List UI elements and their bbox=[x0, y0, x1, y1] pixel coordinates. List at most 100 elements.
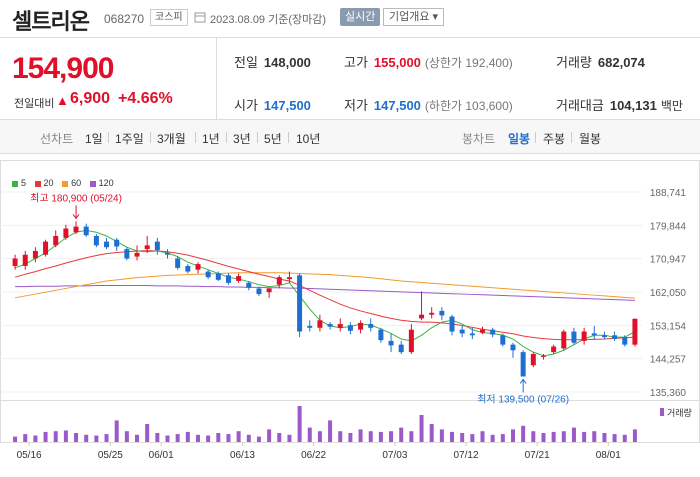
candle-body bbox=[419, 314, 425, 319]
volume-bar bbox=[419, 415, 424, 442]
min-arrow-head bbox=[519, 378, 527, 384]
realtime-button[interactable]: 실시간 bbox=[340, 8, 381, 26]
x-tick-label: 07/12 bbox=[454, 450, 479, 461]
candle-body bbox=[297, 275, 303, 332]
volume-bar bbox=[94, 435, 99, 442]
candle-body bbox=[449, 316, 455, 332]
candle-body bbox=[520, 352, 526, 377]
legend-ma5: 5 bbox=[12, 178, 26, 188]
stock-name: 셀트리온 bbox=[12, 9, 90, 34]
tab-monthly[interactable]: 월봉 bbox=[579, 132, 602, 146]
volume-bar bbox=[571, 427, 576, 442]
volume-bar bbox=[246, 434, 251, 442]
volume-bar bbox=[531, 431, 536, 442]
candle-body bbox=[551, 346, 557, 353]
volume-bar bbox=[450, 431, 455, 442]
volume-bar bbox=[541, 433, 546, 442]
tab-3m[interactable]: 3개월 bbox=[157, 132, 186, 146]
volume-bar bbox=[63, 430, 68, 442]
candle-body bbox=[612, 335, 618, 340]
volume-bar bbox=[368, 431, 373, 442]
candle-body bbox=[154, 241, 160, 251]
tab-daily[interactable]: 일봉 bbox=[508, 132, 531, 146]
candle-body bbox=[93, 235, 99, 246]
candle-body bbox=[317, 320, 323, 328]
candle-body bbox=[408, 329, 414, 353]
market-badge: 코스피 bbox=[150, 9, 188, 26]
volume-bar bbox=[399, 427, 404, 442]
stock-header: 셀트리온 068270 코스피 2023.08.09 기준(장마감) 실시간 기… bbox=[0, 0, 700, 38]
volume-bar bbox=[490, 434, 495, 442]
candle-body bbox=[561, 331, 567, 349]
volume-bar bbox=[43, 431, 48, 442]
volume-bar bbox=[460, 433, 465, 442]
candle-body bbox=[32, 250, 38, 259]
volume-bar bbox=[195, 434, 200, 442]
volume-legend-swatch bbox=[660, 408, 664, 416]
candle-body bbox=[104, 241, 110, 248]
candle-body bbox=[276, 277, 282, 285]
volume-bar bbox=[13, 436, 18, 442]
volume-bar bbox=[358, 429, 363, 442]
volume-bar bbox=[622, 434, 627, 442]
ma-legend: 5 20 60 120 bbox=[12, 178, 114, 188]
tab-1y[interactable]: 1년 bbox=[202, 132, 220, 146]
volume-legend: 거래량 bbox=[667, 407, 692, 418]
volume-bar bbox=[297, 406, 302, 442]
candle-body bbox=[246, 282, 252, 288]
divider bbox=[216, 38, 217, 120]
current-price: 154,900 bbox=[12, 52, 114, 85]
candle-body bbox=[307, 325, 313, 328]
candle-body bbox=[144, 245, 150, 250]
candle-body bbox=[459, 329, 465, 334]
y-tick-label: 144,257 bbox=[650, 355, 687, 366]
candle-body bbox=[256, 288, 262, 295]
tab-1d[interactable]: 1일 bbox=[85, 132, 103, 146]
candle-body bbox=[12, 258, 18, 266]
candle-body bbox=[337, 324, 343, 328]
volume-bar bbox=[561, 431, 566, 442]
y-tick-label: 162,050 bbox=[650, 288, 687, 299]
x-tick-label: 07/21 bbox=[525, 450, 550, 461]
tab-1w[interactable]: 1주일 bbox=[115, 132, 144, 146]
tab-10y[interactable]: 10년 bbox=[296, 132, 321, 146]
candle-body bbox=[53, 235, 59, 246]
tab-weekly[interactable]: 주봉 bbox=[543, 132, 566, 146]
x-tick-label: 05/16 bbox=[17, 450, 42, 461]
volume-bar bbox=[155, 433, 160, 442]
volume-bar bbox=[582, 431, 587, 442]
volume-bar bbox=[592, 431, 597, 442]
x-tick-label: 05/25 bbox=[98, 450, 123, 461]
volume-bar bbox=[236, 431, 241, 442]
candle-body bbox=[530, 354, 536, 366]
volume-bar bbox=[226, 434, 231, 442]
candle-body bbox=[43, 241, 49, 255]
volume-bar bbox=[632, 429, 637, 442]
volume-stat: 거래량 682,074 bbox=[556, 55, 645, 70]
ma60-line bbox=[14, 272, 635, 299]
candle-body bbox=[581, 331, 587, 341]
legend-ma20: 20 bbox=[34, 178, 54, 188]
volume-bar bbox=[378, 431, 383, 442]
y-tick-label: 188,741 bbox=[650, 188, 687, 199]
candle-body bbox=[286, 277, 292, 280]
volume-bar bbox=[287, 434, 292, 442]
line-chart-label: 선차트 bbox=[40, 132, 74, 146]
tab-5y[interactable]: 5년 bbox=[264, 132, 282, 146]
volume-bar bbox=[23, 434, 28, 442]
max-arrow-head bbox=[72, 214, 80, 220]
y-tick-label: 179,844 bbox=[650, 221, 687, 232]
chart-period-tabs: 선차트 1일 1주일 3개월 1년 3년 5년 10년 봉차트 일봉 주봉 월봉 bbox=[0, 120, 700, 154]
volume-bar bbox=[551, 431, 556, 442]
volume-bar bbox=[317, 431, 322, 442]
candle-body bbox=[175, 258, 181, 268]
candle-body bbox=[500, 335, 506, 345]
ma20-line bbox=[14, 250, 635, 341]
company-overview-button[interactable]: 기업개요 ▾ bbox=[383, 8, 445, 26]
candle-body bbox=[591, 333, 597, 336]
y-tick-label: 153,154 bbox=[650, 321, 687, 332]
tab-3y[interactable]: 3년 bbox=[233, 132, 251, 146]
candle-body bbox=[225, 275, 231, 283]
candle-body bbox=[195, 264, 201, 270]
